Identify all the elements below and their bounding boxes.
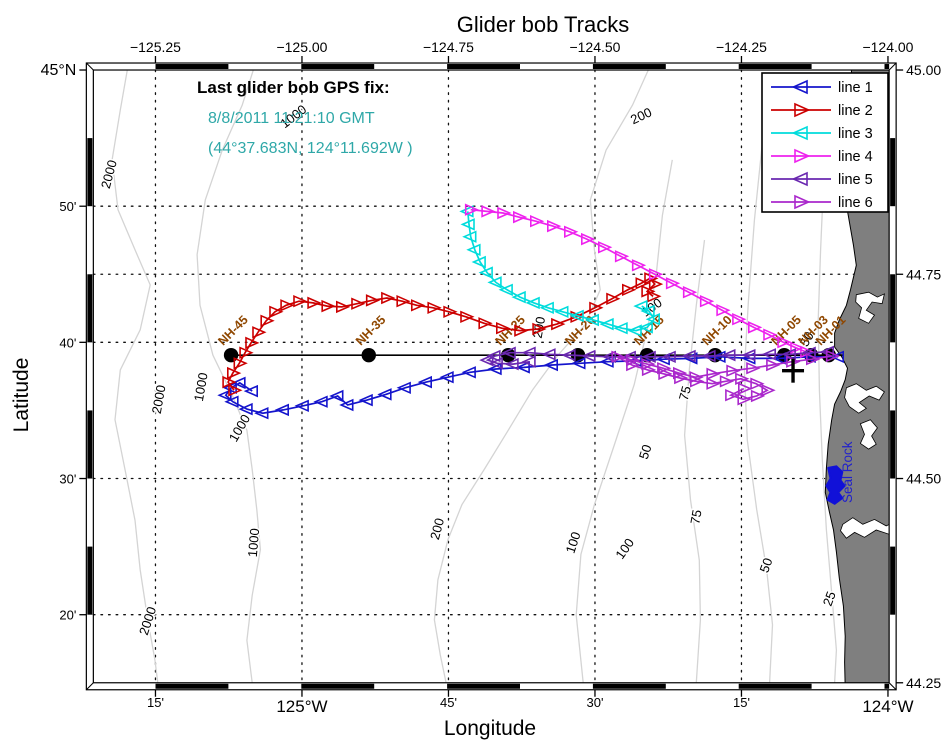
- tick-label-top: −124.00: [862, 39, 913, 55]
- station-dot-NH-35: [361, 347, 376, 363]
- legend-entry-4: line 4: [771, 148, 873, 165]
- tick-label-left: 45°N: [41, 62, 77, 79]
- contour-label-50: 50: [636, 443, 655, 461]
- coast-inlet: [844, 383, 885, 414]
- tick-label-bottom: 45': [440, 695, 457, 710]
- legend-label: line 4: [838, 149, 873, 165]
- legend-label: line 5: [838, 172, 873, 188]
- contour-label-2000: 2000: [149, 384, 169, 415]
- tick-label-right: 44.75: [906, 266, 941, 282]
- contour-label-75: 75: [676, 384, 694, 402]
- contour-label-1000: 1000: [245, 528, 262, 558]
- frame-inner: [92, 69, 890, 684]
- tick-label-right: 45.00: [906, 62, 941, 78]
- legend-box: [761, 72, 889, 213]
- track-line-4: [464, 203, 815, 359]
- tick-label-left: 50': [59, 199, 76, 214]
- tick-label-top: −124.50: [569, 39, 620, 55]
- contour-200m: [433, 70, 649, 683]
- tick-label-left: 30': [59, 472, 76, 487]
- seal-rock-marker: [825, 465, 846, 505]
- legend: line 1 line 2 line 3 line 4 line 5 line 6: [761, 72, 889, 213]
- track-layer: [217, 203, 844, 420]
- legend-entry-3: line 3: [771, 125, 873, 142]
- tick-label-bottom: 30': [586, 695, 603, 710]
- tick-label-top: −124.75: [423, 39, 474, 55]
- tick-label-bottom: 124°W: [862, 697, 913, 716]
- contour-label-1000: 1000: [191, 371, 211, 402]
- grid-layer: [92, 69, 890, 684]
- figure-title: Glider bob Tracks: [457, 12, 629, 37]
- contour-label-50: 50: [756, 556, 775, 575]
- track-line-3: [459, 205, 660, 337]
- station-dot-NH-45: [223, 347, 239, 363]
- legend-entry-6: line 6: [771, 194, 873, 211]
- contour-label-25: 25: [820, 589, 839, 608]
- legend-label: line 2: [838, 103, 873, 119]
- frame-layer: [85, 62, 897, 691]
- legend-label: line 1: [838, 80, 873, 96]
- track-line-6: [611, 349, 841, 406]
- axes-layer: Glider bob Tracks Longitude Latitude −125.2…: [10, 12, 941, 740]
- gps-fix-timestamp: 8/8/2011 11:21:10 GMT: [208, 110, 375, 127]
- legend-entry-5: line 5: [771, 171, 873, 188]
- track-line-2: [222, 272, 664, 397]
- coast-inlet: [840, 517, 890, 539]
- tick-label-bottom: 15': [147, 695, 164, 710]
- tick-label-right: 44.25: [906, 675, 941, 691]
- coast-inlet: [855, 291, 885, 324]
- legend-layer: line 1 line 2 line 3 line 4 line 5 line 6: [761, 72, 889, 213]
- legend-label: line 6: [838, 195, 873, 211]
- tick-label-top: −125.00: [276, 39, 327, 55]
- gps-fix-position: (44°37.683N, 124°11.692W ): [208, 140, 413, 157]
- tick-label-top: −125.25: [130, 39, 181, 55]
- contour-label-200: 200: [427, 516, 447, 541]
- x-axis-title: Longitude: [444, 717, 536, 740]
- contour-label-100: 100: [563, 530, 584, 555]
- tick-label-bottom: 15': [733, 695, 750, 710]
- contour-1000m: [196, 70, 262, 683]
- tick-label-left: 40': [59, 335, 76, 350]
- tick-label-bottom: 125°W: [276, 697, 327, 716]
- y-axis-title: Latitude: [10, 358, 33, 433]
- annotation-layer: Last glider bob GPS fix: 8/8/2011 11:21:1…: [197, 78, 805, 383]
- coast-inlet: [859, 419, 878, 450]
- legend-entry-2: line 2: [771, 102, 873, 119]
- contour-75m: [683, 239, 706, 683]
- contour-100m: [575, 159, 673, 683]
- contour-label-75: 75: [687, 508, 704, 525]
- coast-layer: Seal Rock: [824, 70, 890, 683]
- legend-label: line 3: [838, 126, 873, 142]
- contour-50m: [743, 140, 774, 683]
- track-line-5: [479, 345, 834, 371]
- frame-outer: [85, 62, 897, 691]
- contour-2000m: [111, 70, 159, 683]
- gps-fix-heading: Last glider bob GPS fix:: [197, 78, 390, 97]
- tick-label-left: 20': [59, 608, 76, 623]
- tick-label-top: −124.25: [716, 39, 767, 55]
- seal-rock-label: Seal Rock: [840, 441, 855, 503]
- legend-entry-1: line 1: [771, 79, 873, 96]
- tick-label-right: 44.50: [906, 471, 941, 487]
